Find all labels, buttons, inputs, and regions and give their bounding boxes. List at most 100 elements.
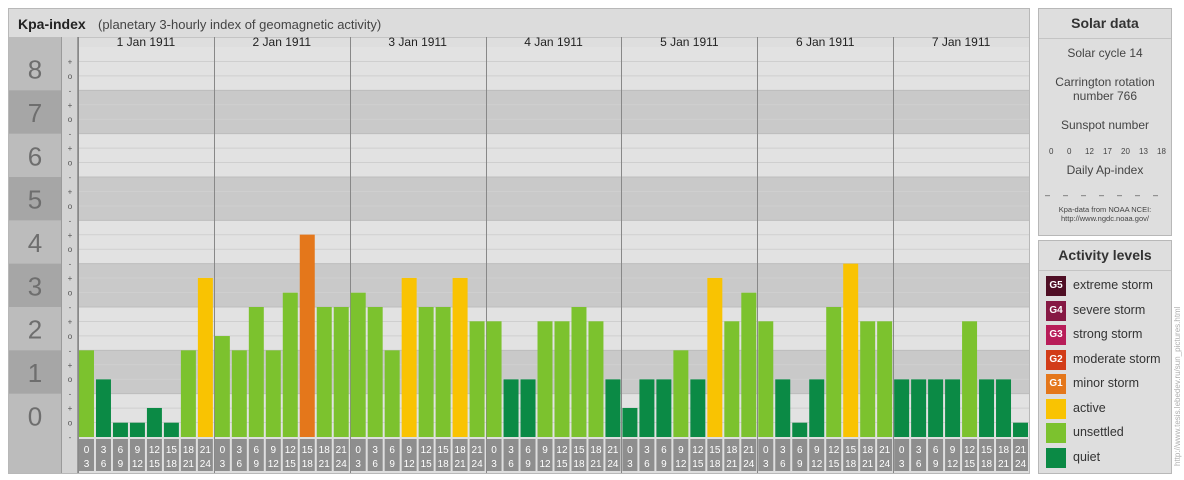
interval-box [503,439,519,471]
interval-box [231,439,247,471]
subtick-column-bg [61,37,78,473]
y-subtick: - [69,433,72,442]
y-axis: 0 1 2 3 4 5 6 7 8 9 [9,37,78,473]
y-subtick: - [69,173,72,182]
interval-start-label: 9 [950,445,956,456]
interval-start-label: 9 [814,445,820,456]
interval-end-label: 21 [455,459,467,470]
bar [214,336,230,437]
bar [639,379,655,437]
watermark-text: http://www.tesis.lebedev.ru/sun_pictures… [1173,306,1182,466]
interval-start-label: 3 [780,445,786,456]
interval-end-label: 21 [726,459,738,470]
bar [79,350,94,437]
ap-value: – [1099,190,1105,200]
interval-end-label: 12 [947,459,959,470]
interval-start-label: 0 [220,445,226,456]
legend-label: active [1073,400,1106,415]
interval-box [79,439,94,471]
interval-start-label: 12 [285,445,297,456]
legend-swatch [1046,423,1066,443]
interval-box [248,439,264,471]
interval-end-label: 3 [627,459,633,470]
interval-box [180,439,196,471]
sunspot-label: Sunspot number [1060,118,1150,132]
y-subtick: + [68,231,73,240]
interval-end-label: 18 [845,459,857,470]
sunspot-value: 12 [1085,147,1094,156]
interval-start-label: 9 [406,445,412,456]
interval-box [792,439,808,471]
y-subtick: o [68,115,73,124]
interval-start-label: 9 [542,445,548,456]
interval-start-label: 6 [797,445,803,456]
interval-end-label: 12 [675,459,687,470]
interval-box [435,439,451,471]
interval-end-label: 9 [933,459,939,470]
interval-end-label: 21 [998,459,1010,470]
bar [554,321,570,437]
interval-start-label: 18 [862,445,874,456]
interval-end-label: 24 [472,459,484,470]
bar [979,379,995,437]
day-label: 1 Jan 1911 [117,37,176,49]
interval-start-label: 6 [254,445,260,456]
interval-start-label: 21 [472,445,484,456]
bar [520,379,536,437]
interval-start-label: 12 [149,445,161,456]
day-label: 6 Jan 1911 [796,37,855,49]
interval-start-label: 3 [101,445,107,456]
interval-start-label: 3 [916,445,922,456]
interval-start-label: 15 [302,445,314,456]
interval-start-label: 0 [84,445,90,456]
interval-end-label: 18 [709,459,721,470]
interval-start-label: 6 [389,445,395,456]
interval-start-label: 18 [319,445,331,456]
interval-box [979,439,995,471]
interval-box [656,439,672,471]
interval-end-label: 9 [254,459,260,470]
interval-box [265,439,281,471]
interval-start-label: 15 [438,445,450,456]
interval-end-label: 21 [862,459,874,470]
interval-start-label: 15 [709,445,721,456]
bar [775,379,791,437]
interval-box [367,439,383,471]
bar [605,379,621,437]
interval-box [639,439,655,471]
interval-box [741,439,757,471]
interval-end-label: 3 [763,459,769,470]
interval-box [860,439,876,471]
interval-box [945,439,961,471]
legend-label: severe storm [1073,302,1146,317]
bar [537,321,553,437]
bar [452,277,468,437]
interval-box [826,439,842,471]
interval-end-label: 24 [879,459,891,470]
bar [690,379,706,437]
interval-start-label: 3 [372,445,378,456]
sunspot-value: 18 [1157,147,1166,156]
bar [299,234,315,437]
interval-start-label: 0 [763,445,769,456]
bar [673,350,689,437]
y-subtick: + [68,187,73,196]
legend-label: strong storm [1073,327,1143,341]
interval-start-label: 12 [556,445,568,456]
y-subtick: - [69,260,72,269]
bar [401,277,417,437]
interval-end-label: 15 [421,459,433,470]
level-band [78,133,1029,177]
ap-value: – [1153,190,1159,200]
sunspot-value: 0 [1067,147,1072,156]
y-subticks: - o + - o + - o + - o + - o + - o + - o + - o + - o + [68,57,73,442]
interval-end-label: 3 [220,459,226,470]
interval-start-label: 0 [627,445,633,456]
interval-start-label: 0 [899,445,905,456]
chart-subtitle: (planetary 3-hourly index of geomagnetic… [98,17,382,32]
y-subtick: o [68,419,73,428]
y-subtick: - [69,303,72,312]
bar [112,422,128,437]
interval-start-label: 9 [678,445,684,456]
interval-end-label: 15 [692,459,704,470]
